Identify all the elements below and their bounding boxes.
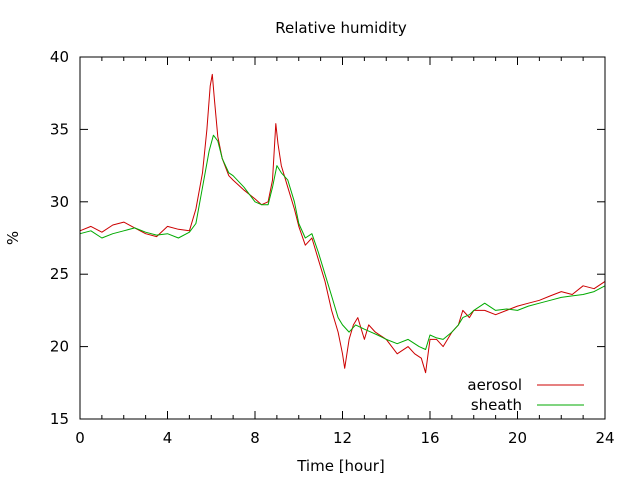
chart-title: Relative humidity — [275, 19, 407, 37]
x-axis: 0 4 8 12 16 20 24 — [75, 57, 615, 447]
legend-label-sheath: sheath — [471, 396, 522, 414]
x-axis-title: Time [hour] — [296, 457, 385, 475]
x-tick-label: 20 — [508, 429, 527, 447]
x-tick-label: 4 — [163, 429, 173, 447]
y-tick-label: 20 — [50, 338, 69, 356]
y-tick-label: 30 — [50, 193, 69, 211]
y-axis: 15 20 25 30 35 40 — [50, 48, 605, 428]
x-tick-label: 24 — [595, 429, 614, 447]
y-tick-label: 15 — [50, 410, 69, 428]
x-tick-label: 8 — [250, 429, 260, 447]
x-tick-label: 0 — [75, 429, 85, 447]
series-line-sheath — [79, 134, 606, 350]
plot-frame — [79, 56, 606, 420]
y-tick-label: 35 — [50, 120, 69, 138]
x-tick-label: 12 — [333, 429, 352, 447]
y-tick-label: 40 — [50, 48, 69, 66]
y-tick-label: 25 — [50, 265, 69, 283]
plot-area — [79, 73, 606, 374]
x-tick-label: 16 — [420, 429, 439, 447]
y-axis-title: % — [4, 231, 22, 245]
legend: aerosol sheath — [467, 376, 584, 414]
legend-label-aerosol: aerosol — [467, 376, 522, 394]
